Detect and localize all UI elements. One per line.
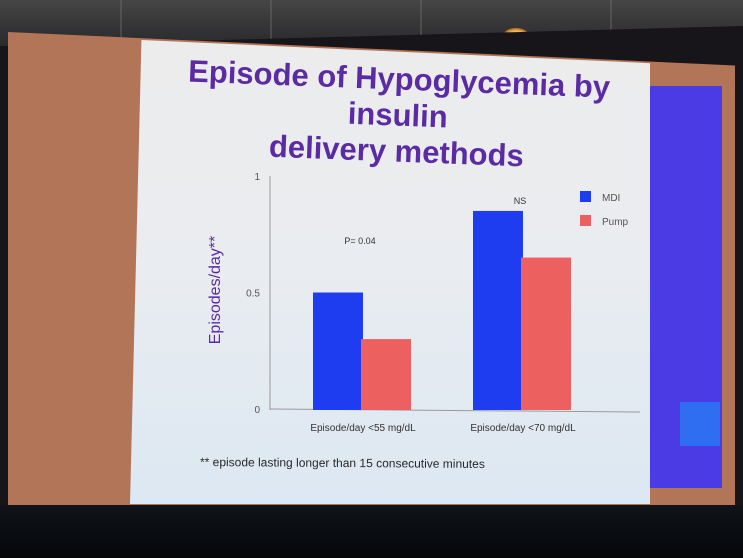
bar-mdi	[313, 292, 363, 410]
y-axis-title: Episodes/day**	[207, 236, 224, 345]
y-tick-label: 0	[254, 405, 260, 416]
legend-swatch-pump	[580, 215, 591, 226]
slide-side-tab	[680, 402, 720, 446]
x-category-label: Episode/day <70 mg/dL	[470, 423, 576, 434]
legend-swatch-mdi	[580, 191, 591, 202]
bar-mdi	[473, 210, 523, 410]
ceiling-grid-line	[120, 0, 122, 70]
ceiling-grid-line	[270, 0, 272, 70]
bar-pump	[361, 339, 411, 410]
y-axis-title-group: Episodes/day**	[207, 236, 224, 345]
audience-foreground	[0, 505, 743, 558]
legend-label-pump: Pump	[602, 217, 629, 228]
y-tick-label: 1	[254, 172, 260, 183]
x-category-label: Episode/day <55 mg/dL	[310, 423, 416, 434]
bar-pump	[521, 257, 571, 410]
annotation-ns: NS	[514, 196, 527, 206]
chart-plot-area: 0 0.5 1 Episode/day <55 mg/dL Episode/day <7…	[246, 172, 641, 434]
y-tick-label: 0.5	[246, 289, 260, 300]
annotation-p-value: P= 0.04	[344, 236, 375, 246]
legend-label-mdi: MDI	[602, 193, 620, 204]
slide-footnote: ** episode lasting longer than 15 consec…	[199, 455, 485, 471]
